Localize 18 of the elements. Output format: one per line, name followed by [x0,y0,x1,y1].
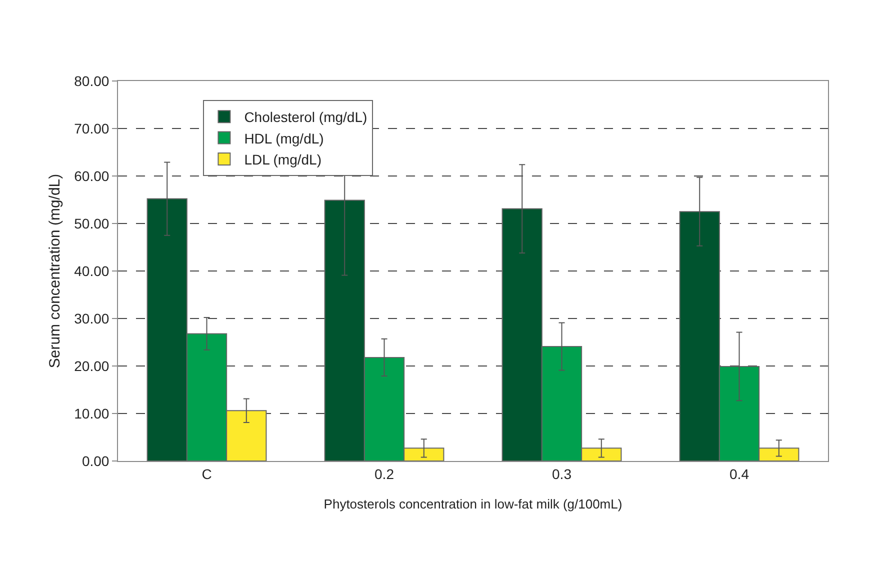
y-tick-label: 60.00 [74,168,110,184]
x-tick-label: 0.4 [730,466,750,482]
y-tick-label: 30.00 [74,310,110,326]
y-tick-label: 20.00 [74,358,110,374]
x-axis-title: Phytosterols concentration in low-fat milk (g/100mL) [324,496,622,512]
y-tick-label: 10.00 [74,405,110,422]
y-tick-label: 50.00 [74,215,110,232]
x-tick-label: 0.3 [552,466,572,482]
legend-label: HDL (mg/dL) [244,130,324,146]
legend-label: Cholesterol (mg/dL) [244,109,368,126]
y-axis-title: Serum concentration (mg/dL) [46,174,64,368]
y-tick-label: 70.00 [74,120,110,136]
y-tick-label: 80.00 [74,72,110,89]
x-tick-label: 0.2 [374,466,394,482]
legend-label: LDL (mg/dL) [244,151,322,168]
y-tick-label: 0.00 [82,452,110,469]
y-tick-label: 40.00 [74,262,110,279]
x-tick-label: C [202,466,212,482]
